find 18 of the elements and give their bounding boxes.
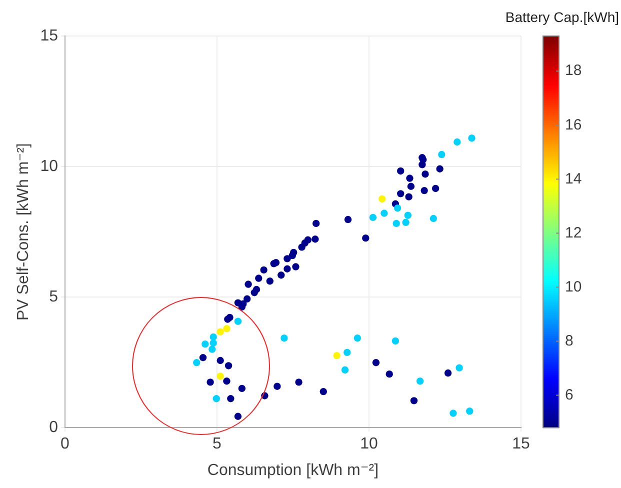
color-bar-title: Battery Cap.[kWh] — [505, 8, 619, 25]
color-bar-label: 8 — [565, 332, 574, 350]
y-tick-label: 5 — [49, 288, 58, 306]
color-bar-label: 14 — [565, 170, 582, 188]
x-tick-label: 0 — [60, 436, 70, 453]
y-axis-title: PV Self-Cons. [kWh m⁻²] — [15, 143, 32, 320]
color-bar-label: 10 — [565, 278, 582, 296]
x-axis-title: Consumption [kWh m⁻²] — [207, 462, 379, 479]
y-tick-label: 0 — [49, 419, 58, 436]
color-bar-label: 12 — [565, 224, 582, 242]
color-bar-label: 18 — [565, 62, 582, 80]
y-tick-label: 15 — [40, 27, 58, 44]
color-bar-label: 16 — [565, 116, 582, 134]
x-tick-label: 15 — [512, 436, 530, 453]
y-tick-label: 10 — [40, 158, 58, 175]
x-tick-label: 10 — [360, 436, 378, 453]
x-tick-label: 5 — [212, 436, 222, 453]
color-bar-label: 6 — [565, 386, 574, 404]
